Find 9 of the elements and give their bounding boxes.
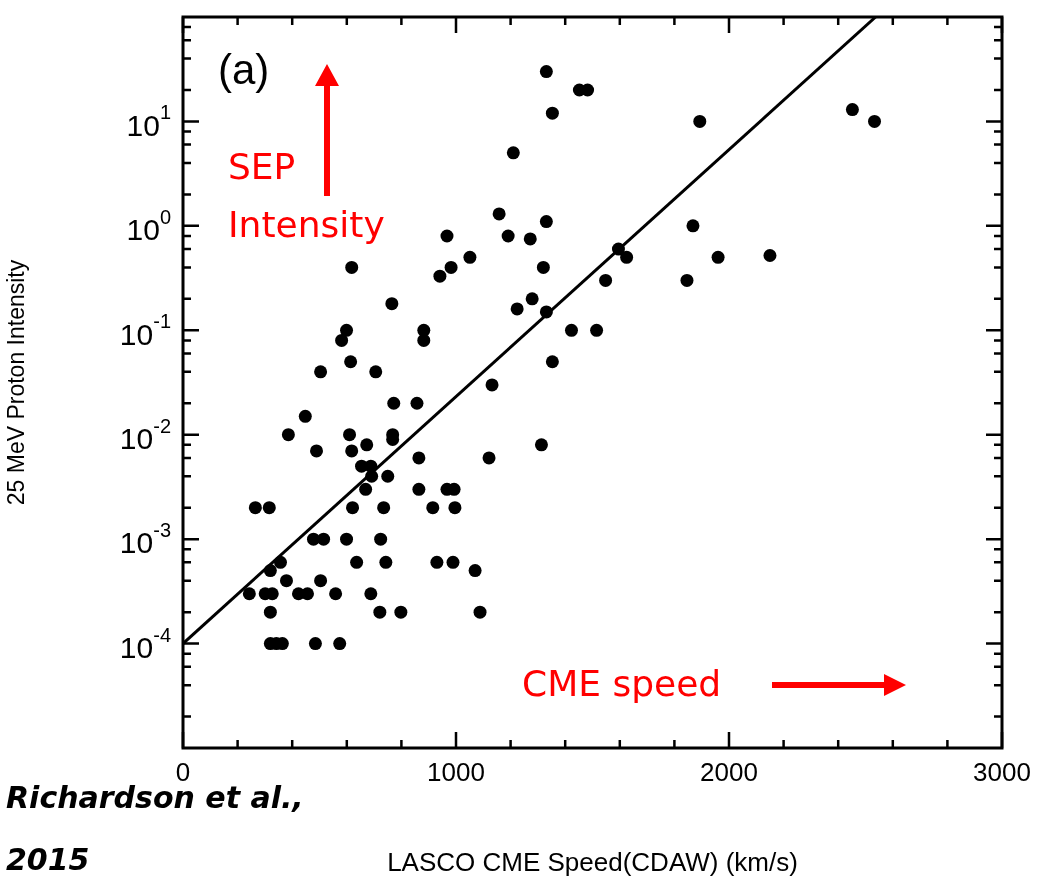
x-tick-label: 3000 bbox=[973, 756, 1031, 787]
annotation: (a) bbox=[218, 45, 270, 93]
annotation: SEP Intensity bbox=[228, 146, 385, 246]
annotation: CME speed bbox=[522, 663, 722, 705]
x-axis-title: LASCO CME Speed(CDAW) (km/s) bbox=[387, 846, 798, 877]
x-tick-label: 1000 bbox=[427, 756, 485, 787]
y-axis-title: 25 MeV Proton Intensity bbox=[3, 259, 30, 506]
x-tick-label: 0 bbox=[175, 756, 191, 787]
x-tick-label: 2000 bbox=[700, 756, 758, 787]
